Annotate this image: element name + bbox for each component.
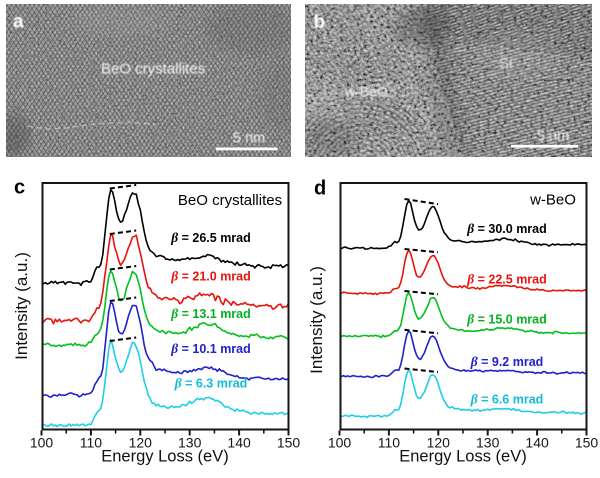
svg-text:150: 150	[575, 435, 599, 451]
svg-text:β = 22.5 mrad: β = 22.5 mrad	[466, 272, 547, 287]
svg-text:β = 6.6 mrad: β = 6.6 mrad	[470, 392, 544, 407]
svg-text:110: 110	[378, 435, 401, 451]
svg-text:w-BeO: w-BeO	[344, 84, 388, 100]
svg-text:β = 10.1 mrad: β = 10.1 mrad	[170, 341, 251, 356]
svg-text:120: 120	[129, 435, 153, 451]
svg-text:d: d	[314, 178, 326, 200]
svg-text:130: 130	[476, 435, 500, 451]
svg-text:c: c	[14, 177, 25, 199]
svg-text:110: 110	[80, 435, 103, 451]
svg-text:150: 150	[277, 435, 301, 451]
svg-text:β = 30.0 mrad: β = 30.0 mrad	[466, 221, 547, 236]
svg-text:β = 6.3 mrad: β = 6.3 mrad	[174, 376, 248, 391]
svg-text:5 nm: 5 nm	[233, 131, 265, 147]
svg-text:β = 9.2 mrad: β = 9.2 mrad	[470, 354, 544, 369]
svg-text:5 nm: 5 nm	[537, 129, 569, 145]
svg-text:120: 120	[427, 435, 451, 451]
svg-text:BeO crystallites: BeO crystallites	[178, 192, 282, 209]
svg-text:Intensity (a.u.): Intensity (a.u.)	[12, 252, 31, 360]
svg-text:a: a	[13, 12, 24, 33]
svg-text:100: 100	[328, 435, 352, 451]
svg-text:β = 26.5 mrad: β = 26.5 mrad	[170, 230, 251, 245]
svg-text:β = 21.0 mrad: β = 21.0 mrad	[170, 269, 251, 284]
svg-text:Energy Loss (eV): Energy Loss (eV)	[399, 448, 526, 466]
svg-text:β = 13.1 mrad: β = 13.1 mrad	[170, 306, 251, 321]
svg-text:Intensity (a.u.): Intensity (a.u.)	[307, 266, 326, 374]
svg-text:β = 15.0 mrad: β = 15.0 mrad	[466, 312, 547, 327]
svg-text:140: 140	[227, 435, 251, 451]
svg-text:BeO crystallites: BeO crystallites	[101, 61, 205, 78]
svg-text:140: 140	[525, 435, 549, 451]
svg-text:130: 130	[178, 435, 202, 451]
svg-text:b: b	[314, 12, 326, 33]
svg-text:w-BeO: w-BeO	[529, 192, 576, 209]
svg-text:100: 100	[30, 435, 54, 451]
svg-text:Si: Si	[499, 55, 512, 72]
svg-text:Energy Loss (eV): Energy Loss (eV)	[101, 448, 228, 466]
